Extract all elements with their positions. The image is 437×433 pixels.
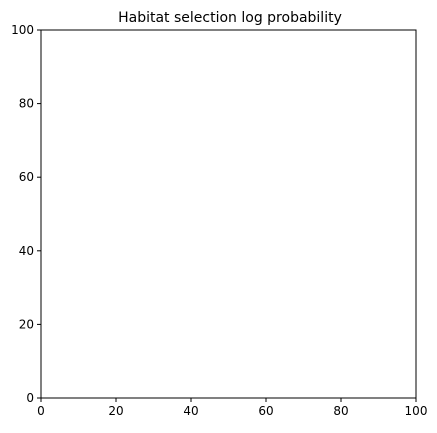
chart-title: Habitat selection log probability xyxy=(118,10,342,26)
plot-area xyxy=(41,30,416,398)
